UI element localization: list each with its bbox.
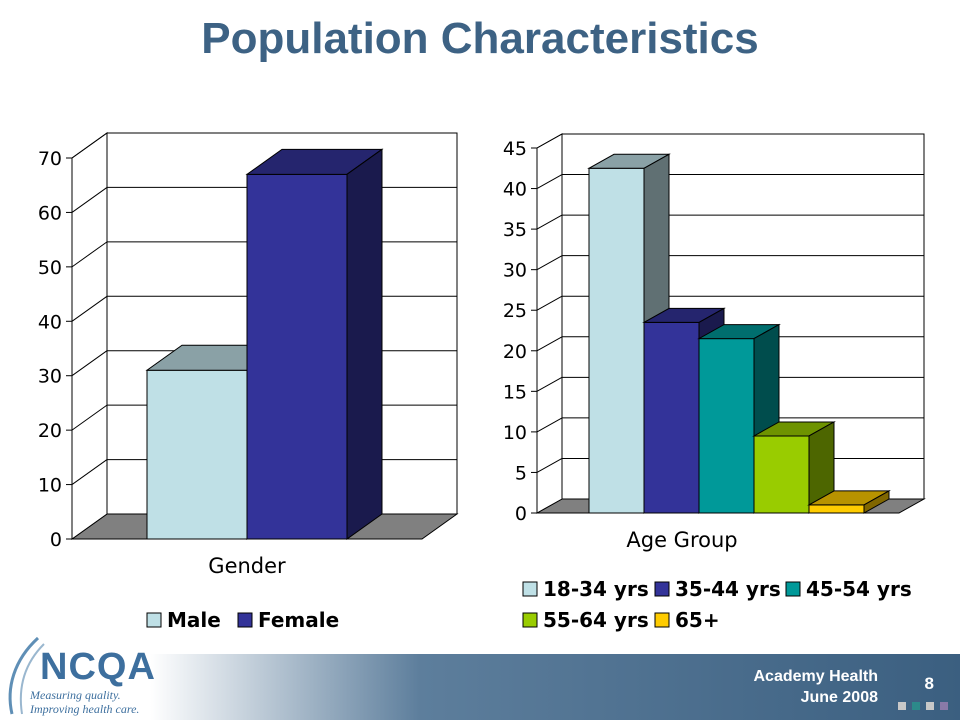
dot bbox=[912, 702, 920, 710]
gridline-side bbox=[71, 187, 108, 213]
legend-label: 55-64 yrs bbox=[543, 608, 649, 632]
y-tick-label: 15 bbox=[503, 381, 527, 403]
ncqa-logo-text: NCQA bbox=[40, 646, 156, 688]
legend-label: 18-34 yrs bbox=[543, 577, 649, 601]
y-tick-label: 30 bbox=[38, 366, 62, 388]
bar bbox=[588, 167, 645, 514]
slide-title: Population Characteristics bbox=[201, 14, 759, 63]
bar bbox=[246, 173, 348, 540]
y-tick-label: 20 bbox=[503, 341, 527, 363]
dot bbox=[940, 702, 948, 710]
footer-line-1: Academy Health bbox=[753, 668, 879, 685]
y-tick-label: 10 bbox=[503, 422, 527, 444]
legend-swatch bbox=[654, 612, 670, 628]
age-chart: 0 5 10 15 20 25 30 35 40 45 Age Group 18-34 yrs 35-4… bbox=[503, 133, 926, 632]
x-axis-label: Age Group bbox=[626, 528, 737, 552]
footer-bar: Academy Health June 2008 8 bbox=[0, 654, 960, 720]
gridline-side bbox=[536, 458, 563, 473]
y-tick-label: 35 bbox=[503, 219, 527, 241]
gridline-side bbox=[71, 350, 108, 377]
y-tick-label: 5 bbox=[515, 462, 527, 484]
side-wall bbox=[71, 132, 108, 540]
dot bbox=[898, 702, 906, 710]
gridline-side bbox=[71, 404, 108, 431]
bar bbox=[808, 504, 865, 514]
footer-text: Academy Health June 2008 bbox=[754, 666, 879, 708]
bar bbox=[753, 435, 810, 514]
side-wall bbox=[536, 133, 563, 514]
legend-label: Female bbox=[258, 608, 339, 632]
legend-swatch bbox=[654, 581, 670, 597]
charts-canvas: 0 10 20 30 40 50 60 70 Gender Male Female 0 5 10 15 20… bbox=[38, 132, 926, 632]
ncqa-tagline-2: Improving health care. bbox=[30, 702, 140, 716]
y-tick-label: 0 bbox=[515, 503, 527, 525]
legend-label: 35-44 yrs bbox=[675, 577, 781, 601]
gridline-side bbox=[536, 133, 563, 149]
y-tick-label: 10 bbox=[38, 475, 62, 497]
legend-swatch bbox=[522, 581, 538, 597]
y-tick-label: 20 bbox=[38, 420, 62, 442]
footer-dots bbox=[898, 702, 948, 710]
y-tick-label: 40 bbox=[503, 179, 527, 201]
gridline-side bbox=[536, 336, 563, 352]
gridline-side bbox=[71, 132, 108, 159]
gender-chart: 0 10 20 30 40 50 60 70 Gender Male Female bbox=[38, 132, 459, 632]
x-axis-label: Gender bbox=[208, 554, 286, 578]
legend-swatch bbox=[785, 581, 801, 597]
legend-swatch bbox=[237, 612, 253, 628]
ncqa-tagline-1: Measuring quality. bbox=[30, 688, 121, 702]
gridline-side bbox=[536, 376, 563, 392]
footer-line-2: June 2008 bbox=[800, 689, 878, 706]
bar bbox=[698, 338, 755, 514]
gridline-side bbox=[536, 417, 563, 433]
y-tick-label: 45 bbox=[503, 138, 527, 160]
y-tick-label: 40 bbox=[38, 311, 62, 333]
dot bbox=[926, 702, 934, 710]
legend-swatch bbox=[522, 612, 538, 628]
gridline-side bbox=[536, 174, 563, 189]
y-tick-label: 70 bbox=[38, 148, 62, 170]
gridline-side bbox=[71, 241, 108, 268]
gridline-side bbox=[536, 295, 563, 311]
y-tick-label: 0 bbox=[50, 529, 62, 551]
page-number: 8 bbox=[924, 674, 934, 693]
bar bbox=[643, 321, 700, 514]
legend-label: Male bbox=[167, 608, 221, 632]
y-tick-label: 50 bbox=[38, 257, 62, 279]
bar-side bbox=[346, 148, 383, 540]
gridline-side bbox=[536, 255, 563, 271]
bar bbox=[146, 369, 248, 540]
y-tick-label: 30 bbox=[503, 260, 527, 282]
legend-label: 45-54 yrs bbox=[806, 577, 912, 601]
gridline-side bbox=[71, 295, 108, 322]
bar-side bbox=[863, 490, 890, 514]
legend-label: 65+ bbox=[675, 608, 720, 632]
y-tick-label: 60 bbox=[38, 202, 62, 224]
ncqa-logo-swoosh bbox=[8, 636, 45, 715]
y-tick-label: 25 bbox=[503, 300, 527, 322]
legend-swatch bbox=[146, 612, 162, 628]
gridline-side bbox=[71, 459, 108, 485]
gridline-side bbox=[536, 214, 563, 230]
